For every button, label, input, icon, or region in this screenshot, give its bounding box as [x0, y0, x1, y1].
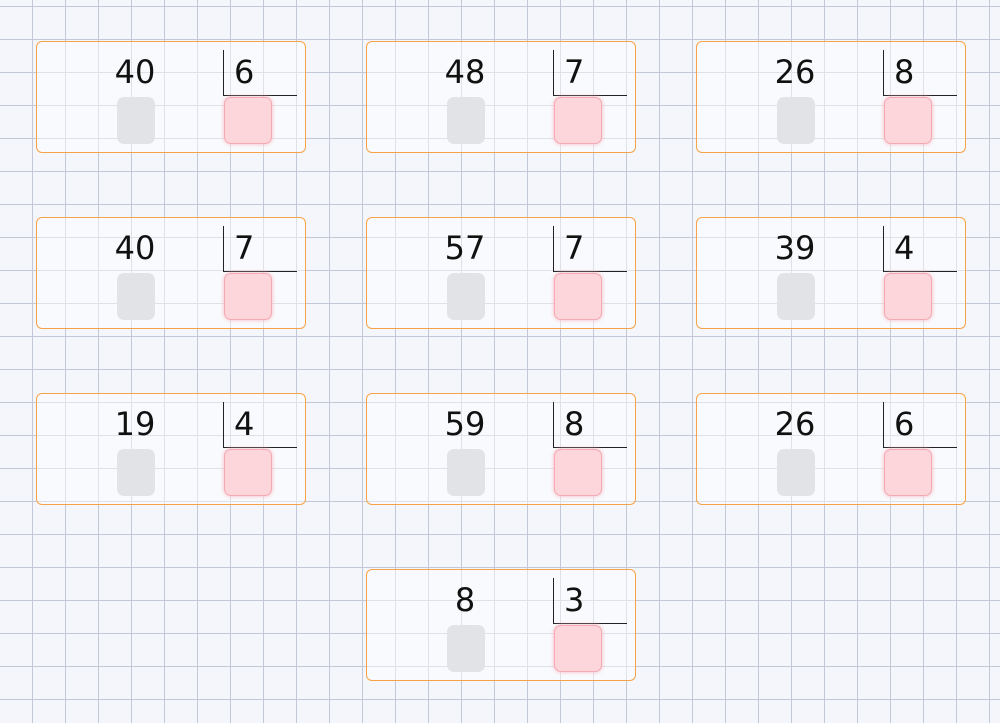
- answer-input[interactable]: [884, 449, 932, 496]
- division-bracket: [553, 578, 627, 624]
- dividend: 57: [444, 229, 486, 267]
- answer-input[interactable]: [554, 625, 602, 672]
- quotient-input[interactable]: [777, 449, 815, 496]
- dividend: 26: [774, 53, 816, 91]
- division-problem-card: 57 7: [366, 217, 636, 329]
- answer-input[interactable]: [224, 449, 272, 496]
- answer-input[interactable]: [884, 273, 932, 320]
- division-problem-card: 40 6: [36, 41, 306, 153]
- divisor: 7: [564, 53, 585, 91]
- answer-input[interactable]: [224, 97, 272, 144]
- divisor: 3: [564, 581, 585, 619]
- divisor: 7: [234, 229, 255, 267]
- quotient-input[interactable]: [117, 273, 155, 320]
- answer-input[interactable]: [554, 97, 602, 144]
- division-bracket: [223, 226, 297, 272]
- division-bracket: [883, 226, 957, 272]
- answer-input[interactable]: [554, 273, 602, 320]
- dividend: 39: [774, 229, 816, 267]
- answer-input[interactable]: [554, 449, 602, 496]
- quotient-input[interactable]: [117, 97, 155, 144]
- division-problem-card: 39 4: [696, 217, 966, 329]
- divisor: 7: [564, 229, 585, 267]
- quotient-input[interactable]: [777, 97, 815, 144]
- division-problem-card: 59 8: [366, 393, 636, 505]
- quotient-input[interactable]: [447, 97, 485, 144]
- dividend: 59: [444, 405, 486, 443]
- division-problem-card: 48 7: [366, 41, 636, 153]
- division-bracket: [553, 402, 627, 448]
- dividend: 48: [444, 53, 486, 91]
- division-problem-card: 19 4: [36, 393, 306, 505]
- dividend: 8: [454, 581, 476, 619]
- divisor: 8: [894, 53, 915, 91]
- divisor: 4: [894, 229, 915, 267]
- quotient-input[interactable]: [117, 449, 155, 496]
- division-bracket: [553, 226, 627, 272]
- division-bracket: [553, 50, 627, 96]
- dividend: 40: [114, 53, 156, 91]
- divisor: 6: [894, 405, 915, 443]
- division-bracket: [883, 50, 957, 96]
- quotient-input[interactable]: [447, 625, 485, 672]
- division-problem-card: 26 6: [696, 393, 966, 505]
- divisor: 4: [234, 405, 255, 443]
- division-problem-card: 26 8: [696, 41, 966, 153]
- answer-input[interactable]: [224, 273, 272, 320]
- divisor: 8: [564, 405, 585, 443]
- dividend: 19: [114, 405, 156, 443]
- quotient-input[interactable]: [447, 449, 485, 496]
- division-bracket: [883, 402, 957, 448]
- dividend: 40: [114, 229, 156, 267]
- division-bracket: [223, 50, 297, 96]
- division-problem-card: 40 7: [36, 217, 306, 329]
- quotient-input[interactable]: [777, 273, 815, 320]
- division-bracket: [223, 402, 297, 448]
- quotient-input[interactable]: [447, 273, 485, 320]
- dividend: 26: [774, 405, 816, 443]
- answer-input[interactable]: [884, 97, 932, 144]
- division-problem-card: 8 3: [366, 569, 636, 681]
- divisor: 6: [234, 53, 255, 91]
